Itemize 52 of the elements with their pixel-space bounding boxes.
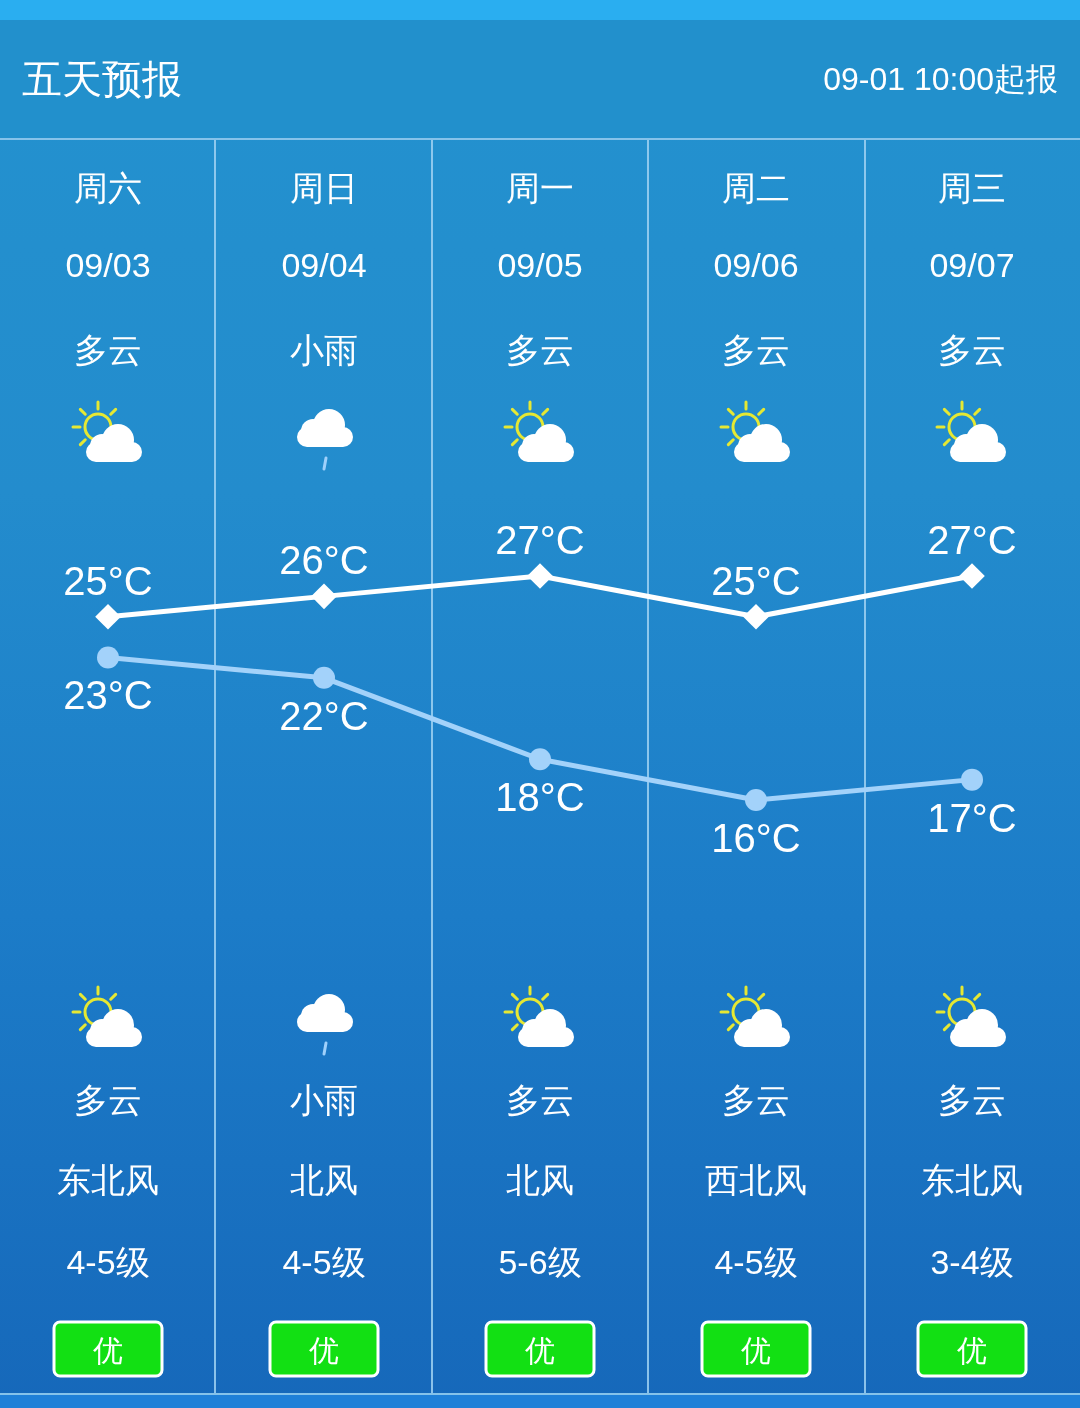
text: 优 <box>741 1334 771 1367</box>
text: 西北风 <box>705 1161 807 1199</box>
text: 4-5级 <box>66 1243 150 1281</box>
text: 小雨 <box>290 331 358 369</box>
point <box>961 768 983 791</box>
x-tick-label: 周一 09/05 <box>497 169 583 284</box>
text: 优 <box>525 1334 555 1367</box>
text: 多云 <box>722 1081 790 1119</box>
text: 优 <box>93 1334 123 1367</box>
x-tick-label: 周六 09/03 <box>65 169 151 284</box>
point <box>311 583 337 610</box>
data-label: 16°C <box>711 816 801 860</box>
point <box>97 646 119 669</box>
text: 4-5级 <box>714 1243 798 1281</box>
text: 多云 <box>938 331 1006 369</box>
text: 多云 <box>74 1081 142 1119</box>
data-label: 27°C <box>495 518 585 562</box>
text: 东北风 <box>57 1161 159 1199</box>
data-label: 27°C <box>927 518 1017 562</box>
point <box>95 603 121 630</box>
data-label: 17°C <box>927 795 1017 840</box>
data-label: 25°C <box>711 558 801 603</box>
point <box>527 563 553 589</box>
x-tick-label: 周三 09/07 <box>929 169 1015 284</box>
point <box>745 789 767 811</box>
text: 多云 <box>506 1081 574 1119</box>
text: 3-4级 <box>930 1243 1014 1281</box>
point <box>959 563 985 589</box>
text: 优 <box>309 1334 339 1367</box>
text: 小雨 <box>290 1081 358 1119</box>
chart-subtitle: 09-01 10:00起报 <box>823 61 1058 97</box>
text: 多云 <box>722 331 790 369</box>
text: 多云 <box>506 331 574 369</box>
text: 北风 <box>506 1161 574 1199</box>
x-tick-label: 周日 09/04 <box>281 169 367 284</box>
text: 多云 <box>74 331 142 369</box>
text: 东北风 <box>921 1161 1023 1199</box>
x-tick-label: 周二 09/06 <box>713 169 799 284</box>
point <box>313 666 335 689</box>
text: 多云 <box>938 1081 1006 1119</box>
data-label: 25°C <box>63 558 153 603</box>
chart-title: 五天预报 <box>22 57 182 101</box>
data-label: 18°C <box>495 775 585 820</box>
text: 优 <box>957 1334 987 1367</box>
point <box>529 748 551 771</box>
text: 北风 <box>290 1161 358 1199</box>
data-label: 26°C <box>279 538 369 583</box>
point <box>743 603 769 630</box>
text: 5-6级 <box>498 1243 582 1281</box>
data-label: 22°C <box>279 693 369 738</box>
text: 4-5级 <box>282 1243 366 1281</box>
data-label: 23°C <box>63 673 153 718</box>
